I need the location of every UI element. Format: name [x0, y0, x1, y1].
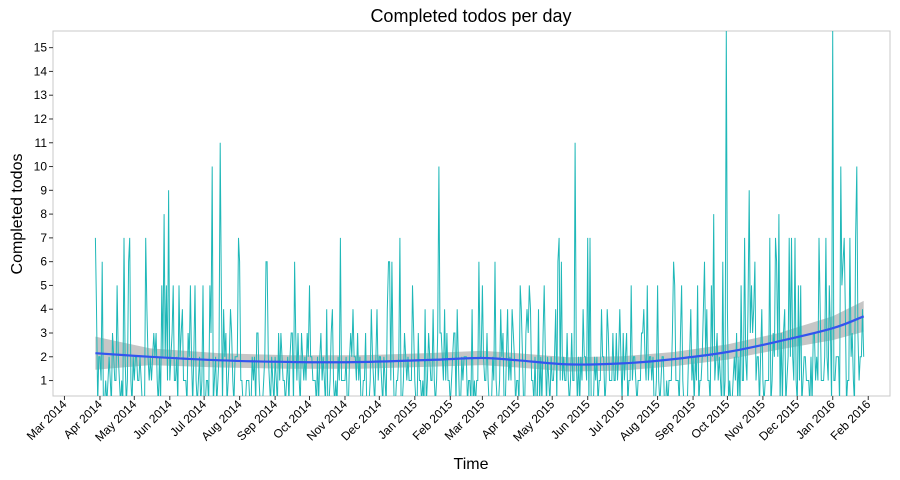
y-tick-label: 4: [40, 302, 47, 316]
y-axis-title: Completed todos: [9, 154, 26, 275]
x-tick-label: Mar 2014: [24, 397, 70, 443]
x-tick-label: Jun 2015: [548, 397, 593, 442]
daily-series-layer: [94, 31, 865, 396]
chart-title: Completed todos per day: [370, 6, 571, 26]
y-tick-label: 1: [40, 374, 47, 388]
y-tick-label: 9: [40, 183, 47, 197]
y-tick-label: 8: [40, 207, 47, 221]
x-axis-title: Time: [454, 456, 489, 473]
y-tick-label: 10: [34, 160, 48, 174]
y-tick-label: 5: [40, 278, 47, 292]
daily-line: [94, 31, 865, 396]
trend-line: [95, 315, 865, 366]
y-tick-label: 15: [34, 41, 48, 55]
y-tick-label: 11: [35, 136, 48, 150]
y-tick-label: 6: [40, 255, 47, 269]
x-tick-label: Jun 2014: [130, 397, 175, 442]
y-tick-label: 2: [40, 350, 47, 364]
y-tick-label: 14: [34, 64, 48, 78]
y-tick-label: 7: [40, 231, 47, 245]
trend-layer: [95, 315, 865, 366]
y-tick-label: 12: [34, 112, 48, 126]
y-tick-label: 3: [40, 326, 47, 340]
y-tick-label: 13: [34, 88, 48, 102]
